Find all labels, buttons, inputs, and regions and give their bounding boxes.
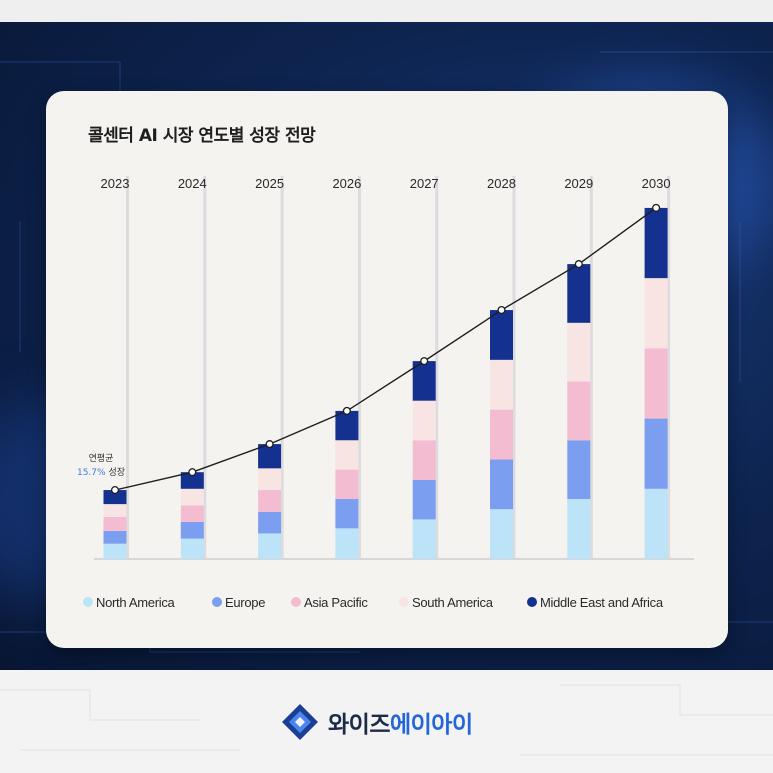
legend-label: Middle East and Africa <box>540 595 664 610</box>
bar-segment <box>103 490 127 505</box>
bar-segment <box>490 310 513 360</box>
legend-marker <box>291 597 301 607</box>
bar-segment <box>644 418 668 489</box>
brand-name-part-b: 에이아이 <box>389 712 473 738</box>
bar-segment <box>258 511 282 534</box>
bar-segment <box>644 207 668 279</box>
legend-marker <box>527 597 537 607</box>
bar-segment <box>180 521 204 539</box>
stacked-bar-chart: 2023 2024 2025 2026 2027 2028 2029 2030 연평균 15.7%… <box>77 176 694 610</box>
trend-point <box>652 203 661 212</box>
trend-point <box>265 440 274 449</box>
trend-point <box>420 357 429 366</box>
x-tick-label: 2025 <box>255 176 284 191</box>
top-strip <box>0 0 773 22</box>
bar-segment <box>335 498 359 529</box>
x-tick-label: 2029 <box>564 176 593 191</box>
bar-segment <box>644 488 668 559</box>
footer-circuit-decoration <box>0 684 773 756</box>
trend-point <box>188 468 197 477</box>
bar-segment <box>567 264 591 323</box>
trend-point <box>110 486 120 495</box>
bar-segment <box>335 410 359 441</box>
bar-segment <box>103 530 127 544</box>
legend-label: Asia Pacific <box>304 595 368 610</box>
bar-segment <box>258 444 282 469</box>
bar-segment <box>258 468 282 491</box>
bar-segment <box>258 490 282 512</box>
bar-segment <box>335 528 359 559</box>
bar-segment <box>490 459 513 510</box>
legend-marker <box>83 597 93 607</box>
bar-segment <box>103 504 127 517</box>
x-tick-label: 2030 <box>642 176 671 191</box>
trend-point <box>342 406 351 415</box>
legend-marker <box>212 597 222 607</box>
brand-name-part-a: 와이즈 <box>328 712 390 738</box>
bar-segment <box>644 278 668 349</box>
bar-segment <box>567 440 591 499</box>
bar-segment <box>412 479 436 520</box>
bar-segment <box>567 322 591 382</box>
bar-segment <box>180 472 204 489</box>
bar-segment <box>567 381 591 441</box>
bar-segment <box>180 505 204 522</box>
bar-segment <box>335 440 359 470</box>
hero-background: 콜센터 AI 시장 연도별 성장 전망 2023 2024 2025 2026 2027… <box>0 22 773 670</box>
x-tick-label: 2026 <box>332 176 361 191</box>
bar-segment <box>412 440 436 480</box>
chart-card: 콜센터 AI 시장 연도별 성장 전망 2023 2024 2025 2026 2027… <box>46 91 728 648</box>
bar-segment <box>644 348 668 419</box>
bar-segment <box>567 498 591 559</box>
bar-segment <box>103 543 127 559</box>
trend-point <box>497 306 506 315</box>
x-tick-label: 2024 <box>178 176 207 191</box>
bar-segment <box>490 359 513 410</box>
footer: 와이즈에이아이 <box>0 670 773 773</box>
bar-segment <box>412 519 436 559</box>
chart-title: 콜센터 AI 시장 연도별 성장 전망 <box>88 126 316 146</box>
bar-segment <box>258 533 282 559</box>
diamond-logo-icon <box>282 704 318 740</box>
legend-marker <box>399 597 409 607</box>
growth-annotation-label: 연평균 <box>89 453 114 464</box>
bar-segment <box>490 409 513 460</box>
trend-point <box>574 260 583 269</box>
brand-logo: 와이즈에이아이 <box>280 702 473 742</box>
x-tick-label: 2027 <box>410 176 439 191</box>
bar-segment <box>335 469 359 499</box>
legend-label: Europe <box>225 595 265 610</box>
growth-annotation-rate: 15.7% 성장 <box>77 467 125 478</box>
legend-label: North America <box>96 595 176 610</box>
trend-line <box>114 207 657 491</box>
bar-segment <box>103 516 127 531</box>
bar-segment <box>412 361 436 401</box>
bar-segment <box>180 538 204 559</box>
bar-segment <box>412 400 436 441</box>
bar-segment <box>180 488 204 506</box>
x-tick-label: 2023 <box>101 176 130 191</box>
x-tick-label: 2028 <box>487 176 516 191</box>
bar-segment <box>490 509 513 559</box>
legend-label: South America <box>412 595 494 610</box>
